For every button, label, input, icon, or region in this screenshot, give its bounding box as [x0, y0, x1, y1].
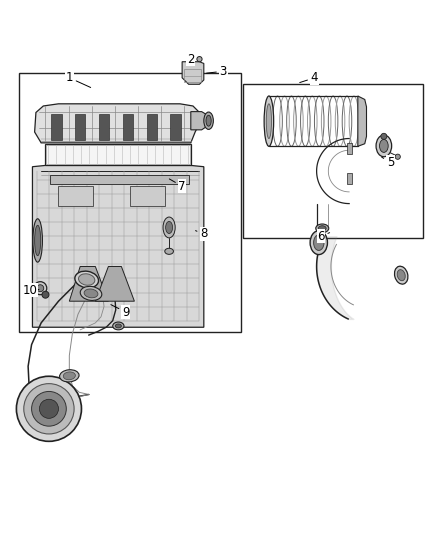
Ellipse shape: [397, 270, 405, 281]
Polygon shape: [99, 114, 109, 140]
Ellipse shape: [80, 286, 102, 301]
Bar: [243, 84, 423, 238]
Text: 10: 10: [23, 284, 39, 297]
Polygon shape: [191, 111, 208, 130]
Bar: [346, 173, 352, 184]
Bar: [46, 144, 190, 164]
Text: 5: 5: [381, 156, 394, 169]
Ellipse shape: [60, 370, 79, 382]
Ellipse shape: [204, 112, 213, 130]
Ellipse shape: [318, 225, 326, 231]
Ellipse shape: [264, 96, 274, 147]
Ellipse shape: [314, 235, 324, 251]
Ellipse shape: [166, 221, 173, 233]
Circle shape: [37, 285, 44, 292]
Ellipse shape: [63, 372, 75, 379]
Text: 4: 4: [300, 71, 318, 84]
Ellipse shape: [35, 225, 41, 256]
Polygon shape: [32, 165, 204, 327]
Ellipse shape: [33, 219, 42, 262]
Text: 8: 8: [195, 228, 208, 240]
Ellipse shape: [165, 248, 173, 254]
Ellipse shape: [206, 115, 211, 126]
Circle shape: [381, 133, 387, 140]
Polygon shape: [358, 96, 367, 147]
Text: 7: 7: [170, 179, 186, 193]
Circle shape: [42, 291, 49, 298]
Circle shape: [34, 281, 47, 295]
Ellipse shape: [376, 135, 392, 157]
Bar: [19, 74, 241, 332]
Ellipse shape: [113, 322, 124, 330]
Ellipse shape: [78, 274, 95, 285]
Ellipse shape: [266, 104, 272, 139]
Text: 3: 3: [207, 65, 227, 78]
Polygon shape: [95, 266, 134, 301]
Circle shape: [16, 376, 81, 441]
Circle shape: [395, 154, 400, 159]
Bar: [184, 69, 201, 82]
Bar: [346, 143, 352, 154]
Bar: [46, 144, 191, 165]
Circle shape: [197, 56, 202, 62]
Ellipse shape: [310, 231, 328, 255]
Polygon shape: [182, 62, 204, 84]
Ellipse shape: [75, 271, 99, 288]
Polygon shape: [69, 266, 108, 301]
Polygon shape: [147, 114, 157, 140]
Ellipse shape: [316, 224, 329, 233]
Text: 2: 2: [187, 53, 194, 66]
Bar: [59, 186, 93, 206]
Ellipse shape: [395, 266, 408, 284]
Polygon shape: [35, 104, 199, 143]
Ellipse shape: [115, 324, 121, 328]
Ellipse shape: [84, 289, 98, 298]
Polygon shape: [170, 114, 181, 140]
Circle shape: [24, 384, 74, 434]
Polygon shape: [75, 114, 85, 140]
Circle shape: [187, 58, 193, 63]
Circle shape: [39, 399, 59, 418]
Circle shape: [32, 391, 66, 426]
Bar: [130, 186, 165, 206]
Ellipse shape: [379, 140, 388, 152]
Text: 6: 6: [317, 230, 330, 243]
Ellipse shape: [163, 217, 175, 238]
Polygon shape: [123, 114, 133, 140]
Text: 1: 1: [66, 71, 91, 87]
Text: 9: 9: [111, 305, 130, 319]
Polygon shape: [51, 114, 61, 140]
Bar: [50, 175, 189, 184]
